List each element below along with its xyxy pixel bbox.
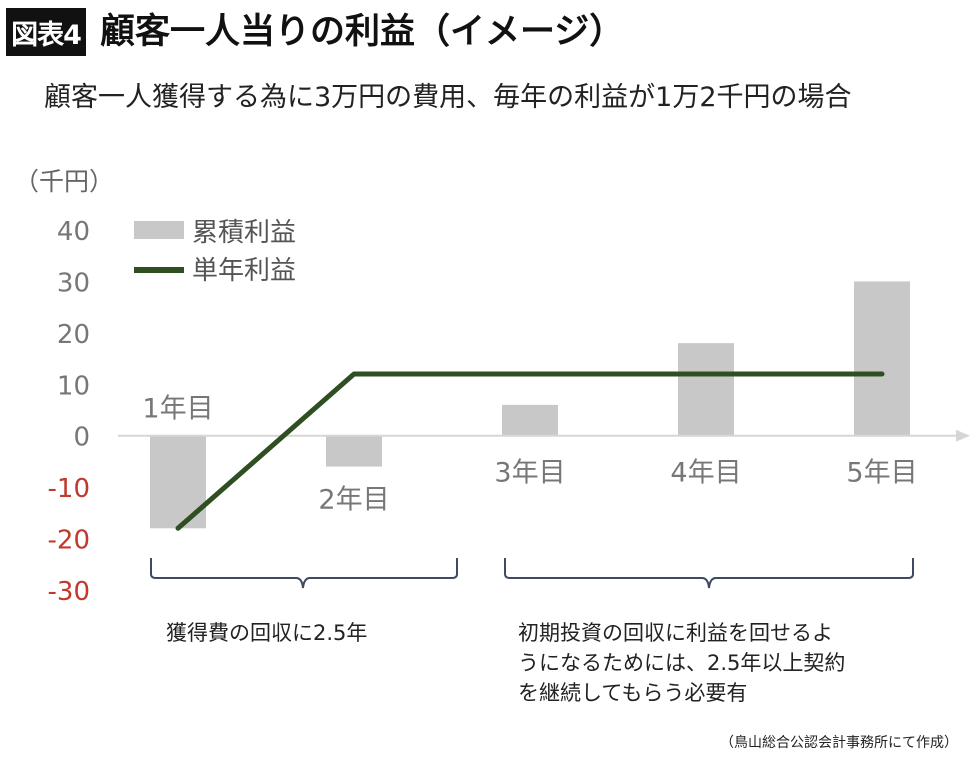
y-axis-unit-label: （千円） [14,167,114,196]
legend-bar-swatch [134,221,184,239]
y-tick-label: 30 [57,268,90,298]
category-labels: 1年目 2年目 3年目 4年目 5年目 [142,394,917,516]
note-right: 初期投資の回収に利益を回せるよ うになるためには、2.5年以上契約 を継続しても… [518,618,845,708]
y-axis-ticks: 40 30 20 10 0 -10 -20 -30 [48,217,90,607]
chart-subtitle: 顧客一人獲得する為に3万円の費用、毎年の利益が1万2千円の場合 [44,82,852,113]
y-tick-label: -30 [48,577,90,607]
figure-label: 図表4 [6,8,86,56]
y-tick-label: 40 [57,217,90,247]
category-label: 5年目 [846,458,917,489]
y-tick-label: -10 [48,474,90,504]
bar-cumulative-profit [678,343,734,436]
note-right-line: うになるためには、2.5年以上契約 [518,651,846,675]
bracket-right [504,558,914,589]
note-right-line: を継続してもらう必要有 [518,681,748,705]
bar-cumulative-profit [854,281,910,436]
line-series-single-year-profit [175,371,885,531]
y-tick-label: 0 [73,423,90,453]
note-left-line: 獲得費の回収に2.5年 [166,621,368,645]
category-label: 1年目 [142,394,213,425]
bracket-left [150,558,458,589]
category-label: 3年目 [494,458,565,489]
bar-cumulative-profit [502,404,558,436]
y-tick-label: 20 [57,320,90,350]
x-axis-arrow [956,429,970,442]
y-tick-label: 10 [57,371,90,401]
legend: 累積利益 単年利益 [134,218,296,286]
legend-bar-label: 累積利益 [192,218,296,248]
y-tick-label: -20 [48,526,90,556]
legend-line-label: 単年利益 [192,256,296,286]
source-note: （鳥山総合公認会計事務所にて作成） [720,735,958,751]
bar-cumulative-profit [326,435,382,467]
bars-group [150,281,910,529]
category-label: 4年目 [670,458,741,489]
category-label: 2年目 [318,485,389,516]
note-left: 獲得費の回収に2.5年 [166,618,367,648]
note-right-line: 初期投資の回収に利益を回せるよ [518,621,833,645]
page-title: 顧客一人当りの利益（イメージ） [100,12,625,52]
